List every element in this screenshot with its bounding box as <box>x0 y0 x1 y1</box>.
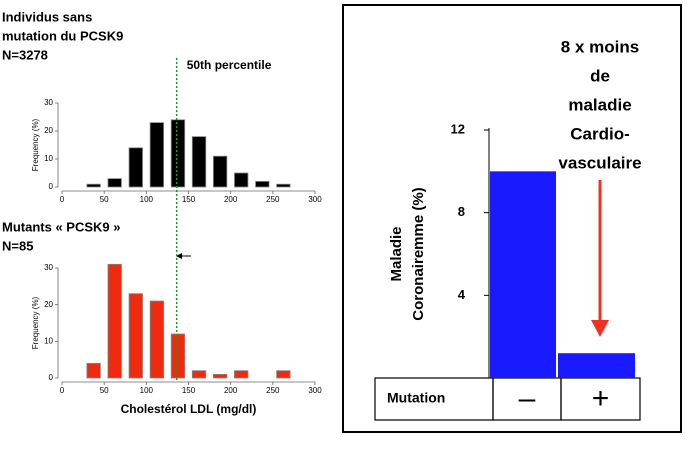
histogram-bar <box>170 119 186 188</box>
x-tick-label: 250 <box>266 195 280 204</box>
annotation: Cardio- <box>570 124 630 143</box>
category-label: – <box>519 382 536 415</box>
y-axis-label: Maladie <box>388 226 405 281</box>
x-tick-label: 300 <box>308 386 322 395</box>
x-tick-label: 100 <box>140 195 154 204</box>
x-tick-label: 200 <box>224 386 238 395</box>
x-tick-label: 0 <box>60 195 65 204</box>
y-tick-label: 10 <box>44 336 53 345</box>
y-axis-label: Frequency (%) <box>31 118 40 171</box>
bar <box>490 171 556 378</box>
histogram-bar <box>128 293 143 379</box>
percentile-label: 50th percentile <box>187 58 272 72</box>
y-tick-label: 20 <box>44 126 53 135</box>
histogram-bar <box>107 178 122 188</box>
annotation: de <box>590 66 610 85</box>
chart-title: N=3278 <box>2 47 48 62</box>
histogram-bar <box>86 183 101 188</box>
chart-title: Individus sans <box>2 9 92 24</box>
x-tick-label: 50 <box>100 386 109 395</box>
x-tick-label: 300 <box>308 195 322 204</box>
annotation: 8 x moins <box>561 37 639 56</box>
histogram-bar <box>191 370 207 379</box>
x-tick-label: 50 <box>100 195 109 204</box>
histogram-bar <box>107 263 122 379</box>
y-tick-label: 8 <box>458 204 465 219</box>
bar <box>558 353 635 378</box>
histogram-bar <box>234 370 249 379</box>
y-tick-label: 10 <box>44 154 53 163</box>
x-tick-label: 200 <box>224 195 238 204</box>
row-label: Mutation <box>387 390 445 406</box>
histogram-bar <box>149 300 165 379</box>
histogram-bar <box>276 183 291 188</box>
x-axis-label: Cholestérol LDL (mg/dl) <box>121 402 257 416</box>
chart-title: Mutants « PCSK9 » <box>2 219 120 234</box>
y-tick-label: 0 <box>49 182 54 191</box>
annotation-arrow-head <box>591 320 609 337</box>
chart-title: N=85 <box>2 238 33 253</box>
y-tick-label: 4 <box>458 287 466 302</box>
histogram-bar <box>212 373 228 379</box>
histogram-bar <box>255 180 270 188</box>
category-label: + <box>592 382 610 415</box>
x-tick-label: 150 <box>182 386 196 395</box>
annotation: maladie <box>568 95 631 114</box>
right-panel-frame <box>342 4 682 433</box>
y-axis-label: Coronairemme (%) <box>410 187 427 320</box>
y-tick-label: 30 <box>44 263 53 272</box>
histogram-bar <box>234 172 249 188</box>
x-tick-label: 0 <box>60 386 65 395</box>
arrow-head <box>176 253 182 259</box>
histogram-bar <box>86 362 101 379</box>
histogram-bar <box>149 122 165 188</box>
y-tick-label: 20 <box>44 300 53 309</box>
y-tick-label: 0 <box>49 373 54 382</box>
x-tick-label: 150 <box>182 195 196 204</box>
annotation: vasculaire <box>558 153 641 172</box>
histogram-bar <box>191 136 207 188</box>
x-tick-label: 100 <box>140 386 154 395</box>
histogram-bar <box>276 370 291 379</box>
x-tick-label: 250 <box>266 386 280 395</box>
histogram-bar <box>212 155 228 188</box>
histogram-bar <box>128 147 143 188</box>
y-tick-label: 30 <box>44 98 53 107</box>
y-axis-label: Frequency (%) <box>31 296 40 349</box>
histogram-bar <box>170 333 186 379</box>
chart-title: mutation du PCSK9 <box>2 28 123 43</box>
y-tick-label: 12 <box>451 121 465 136</box>
